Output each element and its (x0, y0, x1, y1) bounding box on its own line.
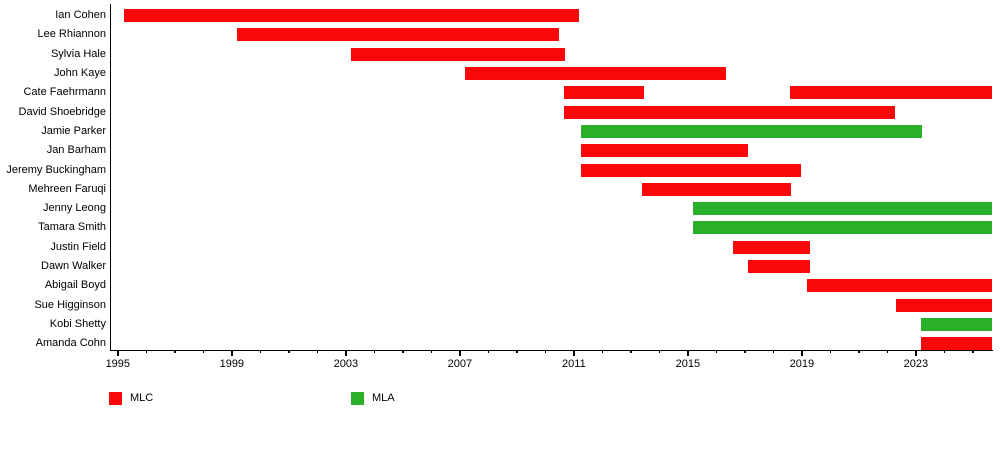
timeline-bar-mla (580, 124, 923, 138)
timeline-bar-mlc (580, 144, 749, 158)
x-minor-tick (544, 349, 547, 353)
x-minor-tick (943, 349, 946, 353)
x-major-tick (117, 349, 119, 356)
x-tick-label: 2019 (789, 358, 815, 370)
row-label: Sylvia Hale (50, 47, 106, 60)
x-major-tick (231, 349, 233, 356)
x-minor-tick (715, 349, 718, 353)
y-axis-line (109, 4, 111, 350)
x-minor-tick (972, 349, 974, 353)
x-major-tick (459, 349, 461, 356)
x-minor-tick (288, 349, 290, 353)
x-minor-tick (174, 349, 176, 353)
timeline-bar-mlc (464, 67, 727, 80)
row-label: David Shoebridge (18, 105, 106, 118)
x-minor-tick (829, 349, 832, 353)
x-major-tick (687, 349, 689, 356)
x-minor-tick (145, 349, 148, 353)
timeline-bar-mlc (733, 240, 811, 254)
timeline-bar-mlc (789, 86, 992, 100)
x-minor-tick (886, 349, 889, 353)
x-minor-tick (373, 349, 376, 353)
x-tick-label: 1999 (219, 358, 245, 370)
x-minor-tick (402, 349, 404, 353)
x-minor-tick (658, 349, 661, 353)
timeline-bar-mlc (563, 105, 896, 119)
mla-swatch (351, 392, 364, 405)
x-minor-tick (430, 349, 433, 353)
timeline-bar-mla (693, 221, 992, 235)
row-label: Kobi Shetty (49, 317, 106, 330)
x-minor-tick (772, 349, 775, 353)
row-label: Ian Cohen (55, 9, 106, 22)
row-label: Tamara Smith (38, 221, 106, 234)
x-tick-label: 1995 (105, 358, 131, 370)
row-label: Justin Field (50, 240, 106, 253)
x-minor-tick (601, 349, 604, 353)
row-label: Jamie Parker (41, 124, 106, 137)
row-label: Jeremy Buckingham (6, 163, 106, 176)
row-label: Cate Faehrmann (23, 86, 106, 99)
row-label: Jenny Leong (43, 202, 106, 215)
row-label: Abigail Boyd (44, 279, 106, 292)
x-major-tick (573, 349, 575, 356)
x-tick-label: 2011 (562, 358, 586, 370)
timeline-bar-mlc (350, 47, 566, 61)
x-tick-label: 2003 (333, 358, 359, 370)
timeline-bar-mlc (642, 182, 792, 196)
row-label: Amanda Cohn (35, 337, 106, 350)
x-axis-line (109, 349, 993, 351)
row-label: Jan Barham (46, 144, 106, 157)
x-tick-label: 2023 (903, 358, 929, 370)
timeline-bar-mlc (748, 260, 811, 273)
timeline-bar-mlc (895, 298, 992, 312)
x-tick-label: 2015 (675, 358, 701, 370)
x-major-tick (345, 349, 347, 356)
x-major-tick (801, 349, 803, 356)
row-label: Sue Higginson (34, 298, 106, 311)
timeline-bar-mla (693, 202, 992, 216)
mlc-swatch (109, 392, 122, 405)
x-minor-tick (516, 349, 518, 353)
timeline-bar-mlc (123, 9, 579, 23)
x-tick-label: 2007 (447, 358, 473, 370)
x-major-tick (915, 349, 917, 356)
x-minor-tick (202, 349, 205, 353)
timeline-bar-mlc (807, 279, 992, 293)
timeline-bar-mlc (580, 163, 801, 177)
timeline-bar-mlc (920, 337, 992, 351)
timeline-bar-mlc (563, 86, 644, 100)
row-label: Dawn Walker (41, 260, 106, 272)
x-minor-tick (630, 349, 632, 353)
x-minor-tick (316, 349, 319, 353)
timeline-bar-mlc (237, 28, 560, 42)
row-label: Mehreen Faruqi (28, 182, 106, 195)
x-minor-tick (259, 349, 262, 353)
mla-label: MLA (372, 392, 395, 404)
x-minor-tick (858, 349, 860, 353)
timeline-bar-mla (920, 317, 992, 331)
x-minor-tick (487, 349, 490, 353)
mlc-label: MLC (130, 392, 154, 404)
row-label: John Kaye (54, 67, 106, 79)
x-minor-tick (744, 349, 746, 353)
row-label: Lee Rhiannon (37, 28, 106, 41)
